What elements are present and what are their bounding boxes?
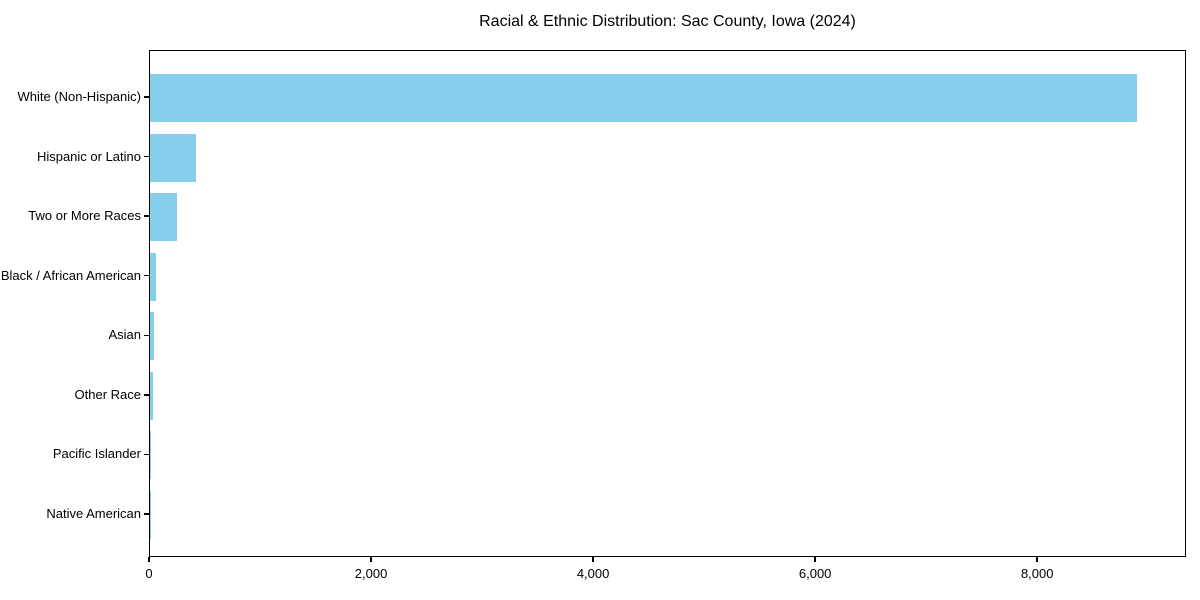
bar-two-or-more-races (150, 193, 177, 242)
x-tick-label: 2,000 (354, 566, 388, 581)
x-tick-label: 4,000 (576, 566, 610, 581)
x-axis-tick (1036, 557, 1038, 562)
y-axis-tick (144, 334, 149, 337)
bar-asian (150, 312, 155, 361)
y-tick-label: Other Race (74, 386, 141, 402)
y-tick-label: Native American (46, 506, 141, 521)
x-tick-label: 6,000 (798, 566, 832, 581)
x-tick-label: 0 (145, 566, 153, 581)
y-tick-label: Asian (108, 327, 141, 343)
bar-white-non-hispanic (150, 74, 1138, 122)
y-axis-tick (144, 215, 149, 217)
y-axis-tick (144, 453, 149, 456)
bar-hispanic-or-latino (150, 133, 197, 182)
y-axis-tick (144, 96, 149, 98)
y-axis-tick (144, 274, 149, 277)
x-tick-label: 8,000 (1020, 566, 1054, 581)
plot-area (149, 50, 1186, 557)
bar-other-race (150, 371, 154, 420)
y-tick-label: Hispanic or Latino (36, 148, 141, 164)
x-axis-tick (814, 557, 816, 562)
y-axis-tick (144, 513, 149, 515)
x-axis-tick (592, 557, 594, 562)
bar-pacific-islander (150, 431, 151, 480)
x-axis-tick (148, 557, 150, 562)
y-axis-tick (144, 155, 149, 158)
bar-black-african-american (150, 252, 156, 301)
y-tick-label: Pacific Islander (52, 446, 141, 462)
y-tick-label: Two or More Races (28, 208, 141, 224)
chart-title: Racial & Ethnic Distribution: Sac County… (479, 13, 856, 30)
x-axis-tick (370, 557, 372, 562)
y-axis-tick (144, 394, 149, 396)
y-tick-label: White (Non-Hispanic) (17, 89, 141, 104)
y-tick-label: Black / African American (0, 267, 141, 283)
